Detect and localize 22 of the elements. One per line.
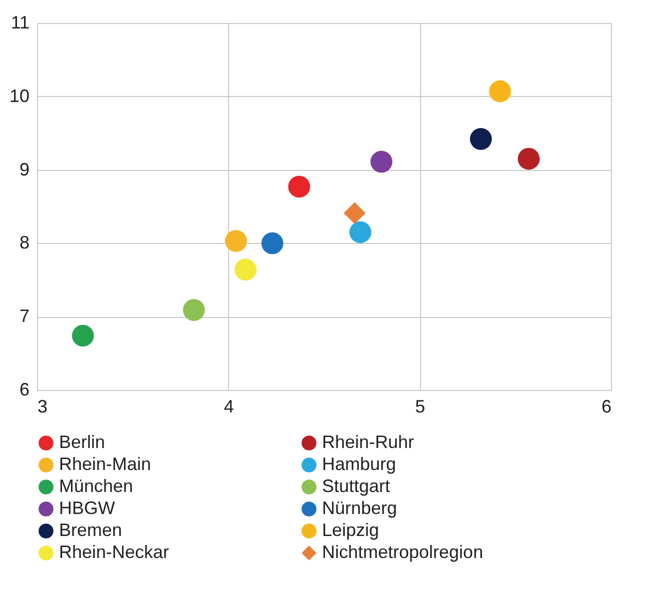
y-tick-label: 7 (19, 306, 30, 326)
legend-label: München (59, 476, 134, 496)
x-tick-label: 5 (415, 396, 426, 416)
legend-label: Stuttgart (322, 476, 390, 496)
x-tick-label: 6 (601, 396, 612, 416)
legend-label: Leipzig (322, 520, 380, 540)
legend-label: Nürnberg (322, 498, 398, 518)
legend-label: Rhein-Neckar (59, 542, 170, 562)
legend-label: Rhein-Ruhr (322, 432, 414, 452)
y-tick-label: 10 (9, 86, 30, 106)
y-tick-label: 9 (19, 159, 30, 180)
legend-label: Berlin (59, 432, 106, 452)
y-tick-label: 11 (10, 12, 30, 32)
legend-label: Nichtmetropolregion (322, 542, 484, 562)
legend-label: Rhein-Main (59, 454, 152, 474)
legend-label: HBGW (59, 498, 116, 518)
legend-label: Bremen (59, 520, 122, 540)
legend-label: Hamburg (322, 454, 396, 474)
x-tick-label: 4 (224, 396, 234, 416)
y-tick-label: 8 (19, 232, 30, 253)
y-tick-label: 6 (19, 380, 30, 400)
x-tick-label: 3 (38, 396, 48, 416)
